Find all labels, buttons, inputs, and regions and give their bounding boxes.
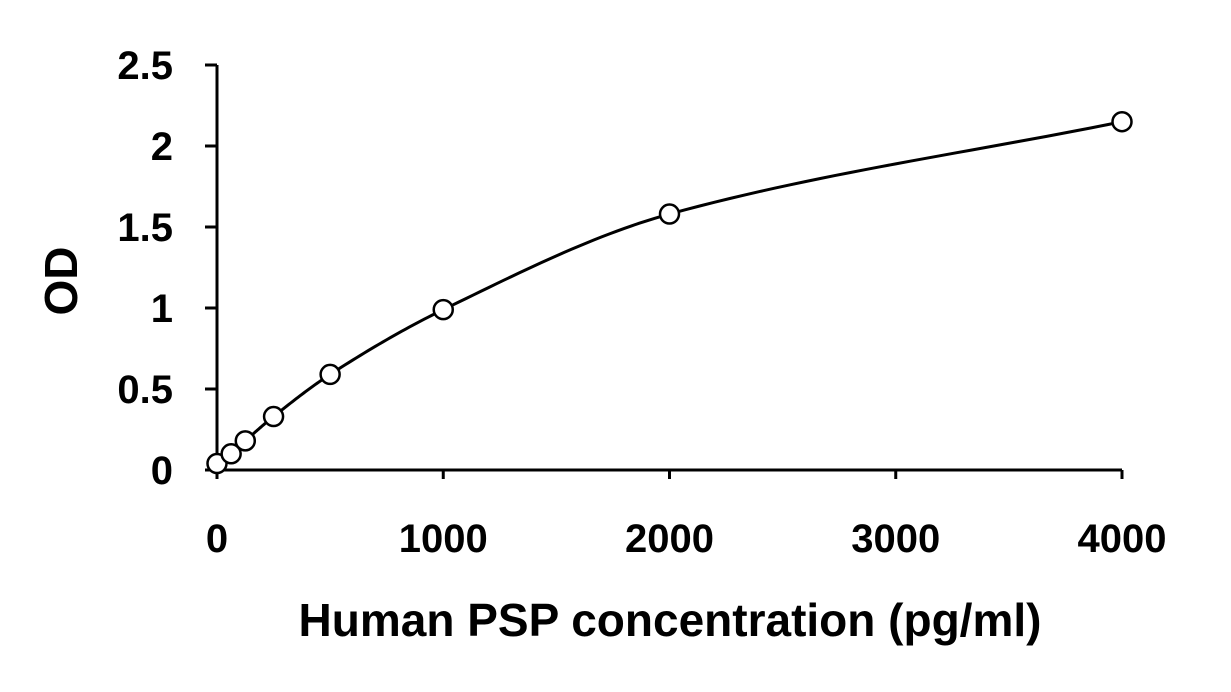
- x-tick-label: 2000: [625, 517, 714, 561]
- data-points: [206, 110, 1133, 475]
- y-tick-label: 1.5: [117, 206, 173, 250]
- y-tick-label: 1: [151, 287, 173, 331]
- y-axis-title: OD: [35, 247, 87, 316]
- axes: [215, 65, 1122, 472]
- data-point: [432, 298, 454, 321]
- ticks: 0 1000 2000 3000 4000 0 0.5 1 1.5 2 2.5: [117, 44, 1166, 561]
- y-tick-label: 2.5: [117, 44, 173, 88]
- y-tick-label: 2: [151, 125, 173, 169]
- data-point: [319, 363, 341, 386]
- fit-curve-layer: [216, 120, 1123, 465]
- data-point: [234, 430, 257, 452]
- data-point: [658, 203, 681, 225]
- fit-curve: [216, 120, 1123, 465]
- x-axis-title: Human PSP concentration (pg/ml): [299, 594, 1042, 646]
- data-point: [220, 443, 242, 465]
- x-tick-label: 4000: [1078, 517, 1167, 561]
- x-tick-label: 0: [206, 517, 228, 561]
- x-tick-label: 3000: [851, 517, 940, 561]
- x-tick-label: 1000: [399, 517, 488, 561]
- data-point: [262, 405, 285, 428]
- y-tick-label: 0.5: [117, 368, 173, 412]
- y-tick-label: 0: [151, 449, 173, 493]
- data-point: [1111, 110, 1133, 133]
